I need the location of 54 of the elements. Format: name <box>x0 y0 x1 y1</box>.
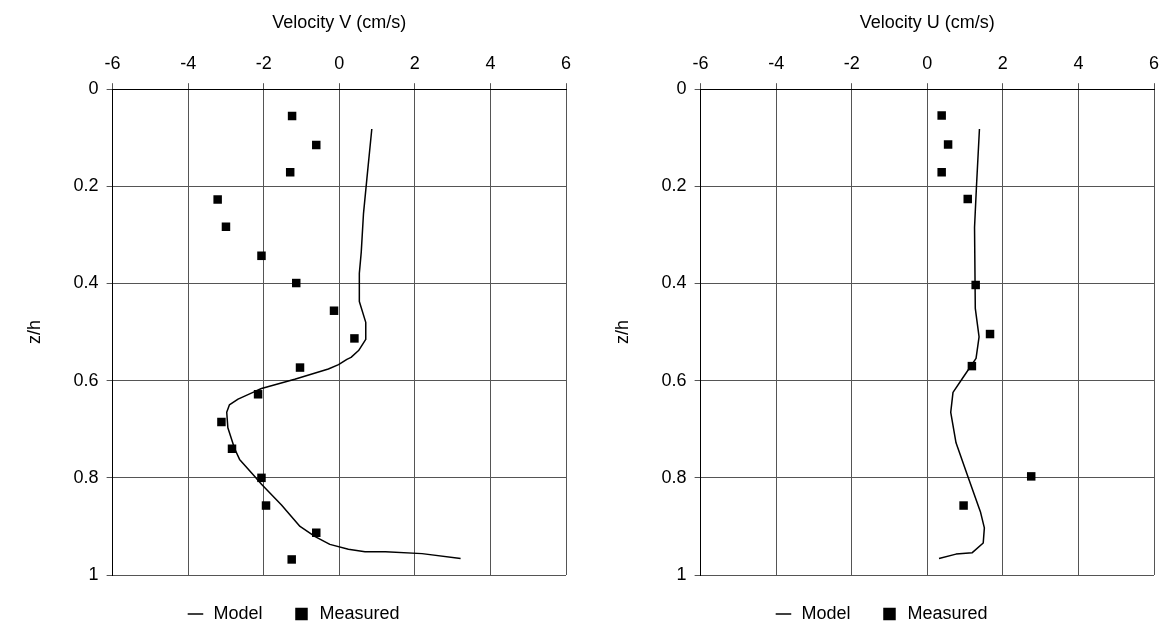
y-tick-label: 0.2 <box>661 175 687 196</box>
y-tick-label: 0.4 <box>661 272 687 293</box>
y-tick-label: 1 <box>88 563 99 584</box>
x-tick-label: -4 <box>180 53 197 74</box>
y-axis-title: z/h <box>23 320 44 345</box>
point <box>257 251 266 261</box>
point <box>312 528 321 537</box>
point <box>261 501 271 510</box>
point <box>257 473 266 483</box>
point <box>213 195 222 204</box>
x-tick-label: -6 <box>692 53 709 74</box>
point <box>943 140 953 149</box>
y-tick-label: 0.2 <box>73 175 99 196</box>
legend-label: Model <box>213 602 263 623</box>
legend-label: Measured <box>907 602 988 623</box>
point <box>1026 472 1036 481</box>
x-axis-title: Velocity V (cm/s) <box>272 11 407 32</box>
point <box>937 168 946 177</box>
legend-label: Model <box>801 602 851 623</box>
x-tick-label: -2 <box>843 53 860 74</box>
x-tick-label: 6 <box>1148 53 1160 74</box>
y-tick-label: 0 <box>88 78 99 99</box>
point <box>217 417 226 427</box>
y-tick-label: 0.6 <box>73 369 99 390</box>
point <box>287 555 296 564</box>
x-tick-label: 6 <box>560 53 572 74</box>
x-tick-label: 2 <box>997 53 1008 74</box>
x-tick-label: -6 <box>104 53 121 74</box>
x-tick-label: 2 <box>409 53 420 74</box>
point <box>963 194 972 204</box>
point <box>253 390 263 399</box>
point <box>285 168 295 177</box>
y-tick-label: 0.8 <box>73 466 99 487</box>
y-tick-label: 0 <box>676 78 687 99</box>
x-tick-label: 0 <box>334 53 345 74</box>
point <box>959 501 968 510</box>
point <box>221 222 231 231</box>
y-tick-label: 0.8 <box>661 466 687 487</box>
x-tick-label: -4 <box>768 53 785 74</box>
x-tick-label: -2 <box>255 53 272 74</box>
x-tick-label: 0 <box>922 53 933 74</box>
y-tick-label: 0.4 <box>73 272 99 293</box>
y-axis-title: z/h <box>611 320 632 345</box>
point <box>312 140 321 150</box>
point <box>350 334 359 343</box>
legend-label: Measured <box>319 602 400 623</box>
x-tick-label: 4 <box>485 53 496 74</box>
point <box>295 363 305 372</box>
y-tick-label: 1 <box>676 563 687 584</box>
x-axis-title: Velocity U (cm/s) <box>859 11 995 32</box>
x-tick-label: 4 <box>1073 53 1084 74</box>
y-tick-label: 0.6 <box>661 369 687 390</box>
point <box>937 111 946 120</box>
point <box>329 306 339 315</box>
